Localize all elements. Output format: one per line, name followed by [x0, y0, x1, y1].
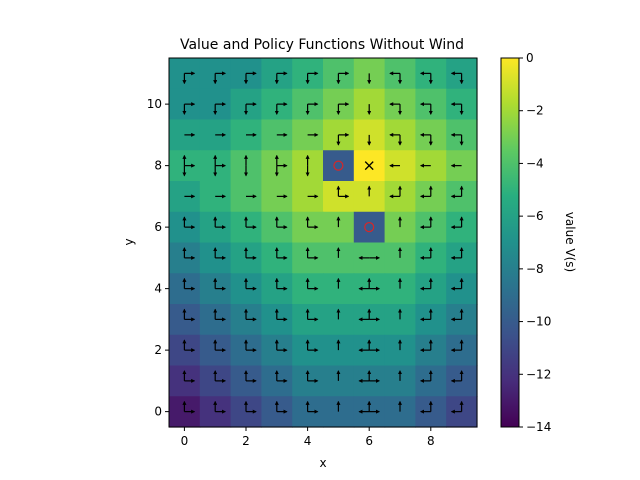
chart-title: Value and Policy Functions Without Wind [180, 37, 464, 53]
goal-marker [364, 161, 374, 171]
colorbar-tick-label: −14 [526, 420, 551, 434]
heatmap-cell [384, 181, 416, 213]
x-tick-label: 4 [304, 434, 312, 448]
x-tick-label: 8 [427, 434, 435, 448]
y-tick-label: 8 [154, 159, 162, 173]
heatmap-cell [415, 211, 447, 244]
heatmap-cell [323, 242, 355, 274]
heatmap-cell [415, 273, 447, 305]
colorbar-tick-label: 0 [526, 51, 534, 65]
heatmap-cell [446, 334, 478, 367]
colorbar-tick-label: −8 [526, 262, 544, 276]
heatmap-cell [446, 304, 478, 336]
heatmap-cell [415, 304, 447, 336]
heatmap-cell [446, 150, 478, 182]
y-tick-label: 6 [154, 220, 162, 234]
x-axis: 0 2 4 6 8 [181, 427, 435, 448]
heatmap-cell [384, 273, 416, 305]
y-axis-label: y [122, 238, 136, 245]
heatmap-cell [415, 150, 447, 182]
heatmap-cell [446, 211, 478, 244]
y-tick-label: 4 [154, 282, 162, 296]
heatmap-cell [384, 242, 416, 274]
colorbar-tick-label: −12 [526, 367, 551, 381]
heatmap-cell [415, 181, 447, 213]
heatmap-cell [323, 273, 355, 305]
colorbar [500, 57, 520, 428]
y-axis: 0 2 4 6 8 10 [147, 97, 169, 419]
x-tick-label: 0 [181, 434, 189, 448]
heatmap-cell [353, 211, 386, 244]
heatmap-cell [384, 211, 416, 244]
colorbar-label: value V(s) [563, 212, 577, 272]
y-tick-label: 2 [154, 343, 162, 357]
colorbar-tick-label: −2 [526, 104, 544, 118]
policy-arrows [182, 71, 464, 414]
heatmap-cell [384, 304, 416, 336]
heatmap-cell [384, 150, 416, 182]
heatmap-cell [415, 396, 447, 428]
colorbar-tick-label: −4 [526, 156, 544, 170]
y-tick-label: 10 [147, 97, 162, 111]
plot-frame [168, 57, 478, 428]
colorbar-tick-label: −6 [526, 209, 544, 223]
heatmap-cell [323, 334, 355, 367]
heatmap-cell [323, 396, 355, 428]
colorbar-axis: 0 −2 −4 −6 −8 −10 −12 −14 [519, 51, 551, 434]
heatmap-cell [415, 242, 447, 274]
heatmap-cell [384, 396, 416, 428]
x-tick-label: 6 [365, 434, 373, 448]
heatmap-cell [323, 211, 355, 244]
heatmap-cell [446, 273, 478, 305]
heatmap-cell [446, 242, 478, 274]
heatmap-cell [415, 365, 447, 397]
heatmap-cell [384, 365, 416, 397]
obstacle-marker [364, 222, 375, 233]
y-tick-label: 0 [154, 405, 162, 419]
x-tick-label: 2 [242, 434, 250, 448]
heatmap-cell [323, 304, 355, 336]
heatmap-cell [353, 181, 386, 213]
heatmap-cell [323, 150, 355, 182]
colorbar-tick-label: −10 [526, 315, 551, 329]
obstacle-marker [333, 160, 344, 171]
heatmap-cell [446, 181, 478, 213]
heatmap-cell [446, 365, 478, 397]
heatmap-cell [446, 396, 478, 428]
heatmap-cell [384, 334, 416, 367]
x-axis-label: x [319, 456, 326, 470]
heatmap-cell [415, 334, 447, 367]
heatmap-cell [323, 365, 355, 397]
markers [333, 160, 375, 233]
